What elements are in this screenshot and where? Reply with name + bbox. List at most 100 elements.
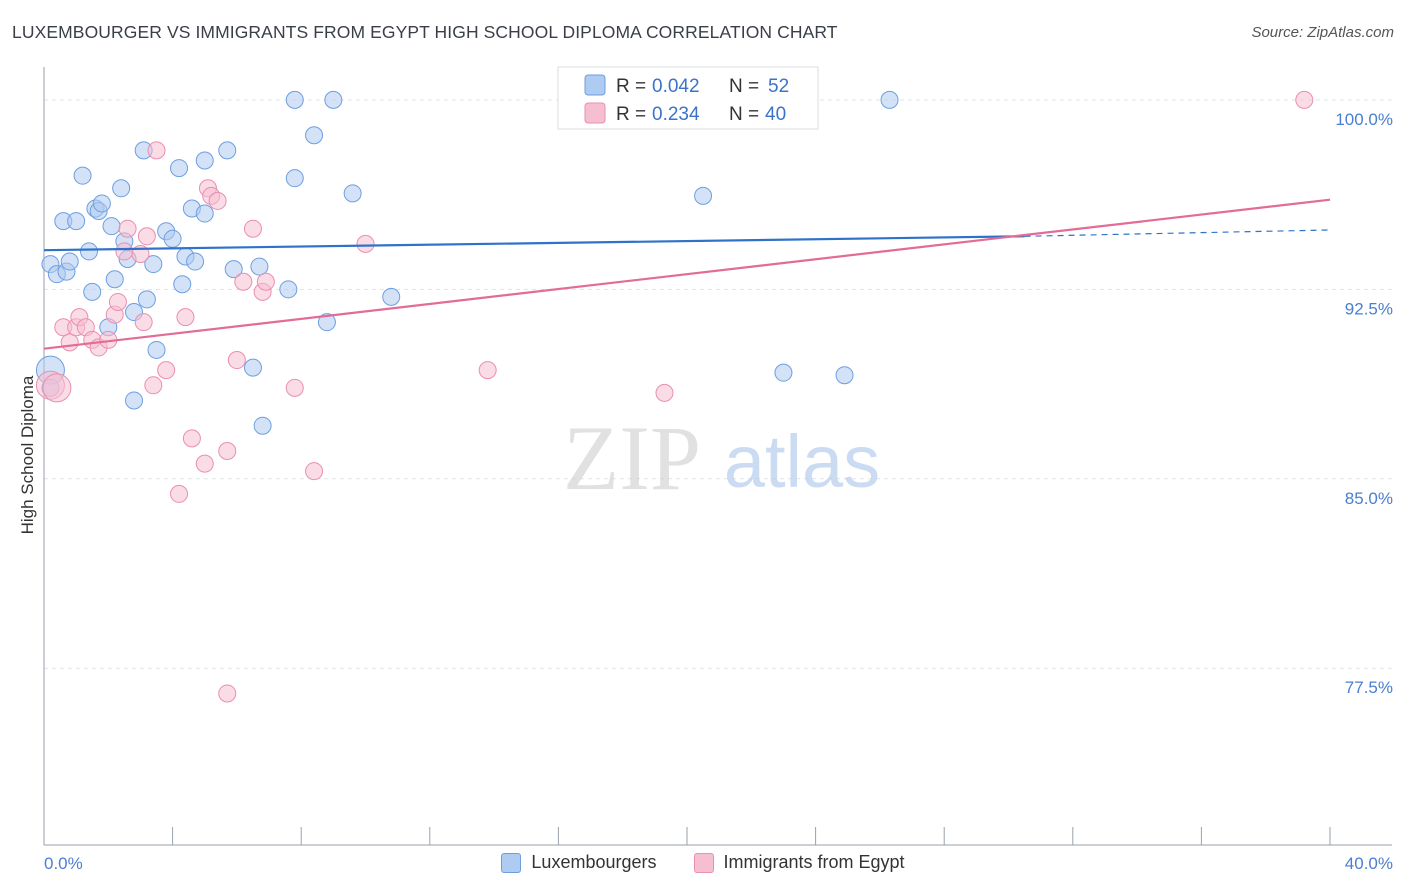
- x-tick-label-0: 0.0%: [44, 854, 83, 873]
- point-egypt-34: [285, 378, 304, 397]
- y-tick-labels: 77.5% 85.0% 92.5% 100.0%: [1335, 110, 1393, 697]
- point-luxembourger-37: [250, 257, 269, 276]
- trend-lines: [43, 198, 1331, 350]
- point-luxembourger-50: [880, 90, 899, 109]
- bottom-legend-swatch-luxembourgers: [501, 852, 522, 873]
- source-label: Source: ZipAtlas.com: [1251, 24, 1394, 41]
- point-luxembourger-16: [112, 179, 131, 198]
- point-egypt-27: [218, 441, 237, 460]
- point-luxembourger-28: [173, 275, 192, 294]
- point-egypt-29: [227, 351, 246, 370]
- axes: [43, 67, 1392, 846]
- point-luxembourger-36: [243, 358, 262, 377]
- y-tick-label-0: 77.5%: [1345, 678, 1393, 697]
- point-luxembourger-26: [163, 229, 182, 248]
- bottom-legend-item-luxembourgers: Luxembourgers: [501, 852, 657, 873]
- point-egypt-26: [208, 191, 227, 210]
- point-egypt-37: [478, 361, 497, 380]
- bottom-legend-label-egypt: Immigrants from Egypt: [723, 852, 905, 872]
- point-egypt-1: [42, 373, 72, 403]
- point-luxembourger-38: [253, 416, 272, 435]
- y-tick-label-3: 100.0%: [1335, 110, 1393, 129]
- point-luxembourger-24: [147, 340, 166, 359]
- point-luxembourger-35: [224, 260, 243, 279]
- point-luxembourger-40: [285, 90, 304, 109]
- bottom-legend: Luxembourgers Immigrants from Egypt: [0, 852, 1406, 878]
- point-luxembourger-45: [343, 184, 362, 203]
- point-luxembourger-44: [324, 90, 343, 109]
- point-luxembourger-41: [285, 169, 304, 188]
- y-tick-label-1: 85.0%: [1345, 489, 1393, 508]
- legend-r-value-0: 0.042: [652, 76, 700, 97]
- legend-r-value-1: 0.234: [652, 104, 700, 125]
- trend-line-luxembourgers-extension: [1024, 229, 1331, 237]
- trend-line-egypt: [43, 198, 1331, 350]
- point-luxembourger-43: [317, 313, 336, 332]
- point-luxembourger-5: [60, 252, 79, 271]
- point-luxembourger-9: [83, 282, 102, 301]
- point-egypt-39: [1295, 90, 1314, 109]
- point-luxembourger-42: [305, 126, 324, 145]
- x-tick-labels: 0.0% 40.0%: [44, 854, 1393, 873]
- chart-title: LUXEMBOURGER VS IMMIGRANTS FROM EGYPT HI…: [12, 22, 838, 42]
- point-luxembourger-31: [186, 252, 205, 271]
- data-points: [35, 90, 1314, 703]
- point-egypt-18: [147, 141, 166, 160]
- legend-r-label-1: R =: [616, 104, 646, 125]
- point-egypt-33: [256, 272, 275, 291]
- point-luxembourger-47: [694, 186, 713, 205]
- point-egypt-15: [134, 313, 153, 332]
- point-egypt-21: [176, 308, 195, 327]
- point-egypt-16: [137, 227, 156, 246]
- point-luxembourger-12: [92, 194, 111, 213]
- y-tick-label-2: 92.5%: [1345, 299, 1393, 318]
- point-luxembourger-49: [835, 366, 854, 385]
- point-egypt-3: [60, 333, 79, 352]
- legend-box: R = 0.042 N = 52 R = 0.234 N = 40: [557, 66, 819, 130]
- point-egypt-38: [655, 383, 674, 402]
- legend-n-value-0: 52: [768, 76, 789, 97]
- legend-swatch-luxembourgers: [584, 74, 606, 96]
- watermark-zip: ZIP: [563, 407, 701, 509]
- x-tick-label-1: 40.0%: [1345, 854, 1393, 873]
- point-egypt-35: [305, 462, 324, 481]
- point-egypt-28: [218, 684, 237, 703]
- point-egypt-17: [144, 376, 163, 395]
- point-egypt-12: [115, 242, 134, 261]
- point-luxembourger-7: [73, 166, 92, 185]
- watermark-atlas: atlas: [724, 420, 880, 503]
- point-egypt-20: [170, 484, 189, 503]
- bottom-legend-label-luxembourgers: Luxembourgers: [531, 852, 657, 872]
- legend-swatch-egypt: [584, 102, 606, 124]
- point-luxembourger-33: [195, 204, 214, 223]
- point-egypt-13: [118, 219, 137, 238]
- point-luxembourger-32: [195, 151, 214, 170]
- trend-line-luxembourgers: [43, 235, 1025, 252]
- point-luxembourger-27: [170, 159, 189, 178]
- point-egypt-19: [157, 361, 176, 380]
- point-luxembourger-6: [67, 212, 86, 231]
- point-egypt-36: [356, 234, 375, 253]
- bottom-legend-swatch-egypt: [693, 852, 714, 873]
- bottom-legend-item-egypt: Immigrants from Egypt: [693, 852, 905, 873]
- point-luxembourger-34: [218, 141, 237, 160]
- point-luxembourger-8: [80, 242, 99, 261]
- point-luxembourger-14: [102, 217, 121, 236]
- point-luxembourger-39: [279, 280, 298, 299]
- point-egypt-11: [108, 292, 127, 311]
- point-luxembourger-48: [774, 363, 793, 382]
- point-egypt-22: [182, 429, 201, 448]
- gridlines: [44, 99, 1392, 669]
- legend-n-label-0: N =: [729, 76, 759, 97]
- point-luxembourger-22: [137, 290, 156, 309]
- legend-r-label-0: R =: [616, 76, 646, 97]
- point-luxembourger-20: [125, 391, 144, 410]
- point-egypt-23: [195, 454, 214, 473]
- point-luxembourger-15: [105, 270, 124, 289]
- point-egypt-30: [234, 272, 253, 291]
- point-egypt-31: [243, 219, 262, 238]
- legend-n-label-1: N =: [729, 104, 759, 125]
- point-luxembourger-46: [382, 287, 401, 306]
- legend-n-value-1: 40: [765, 104, 786, 125]
